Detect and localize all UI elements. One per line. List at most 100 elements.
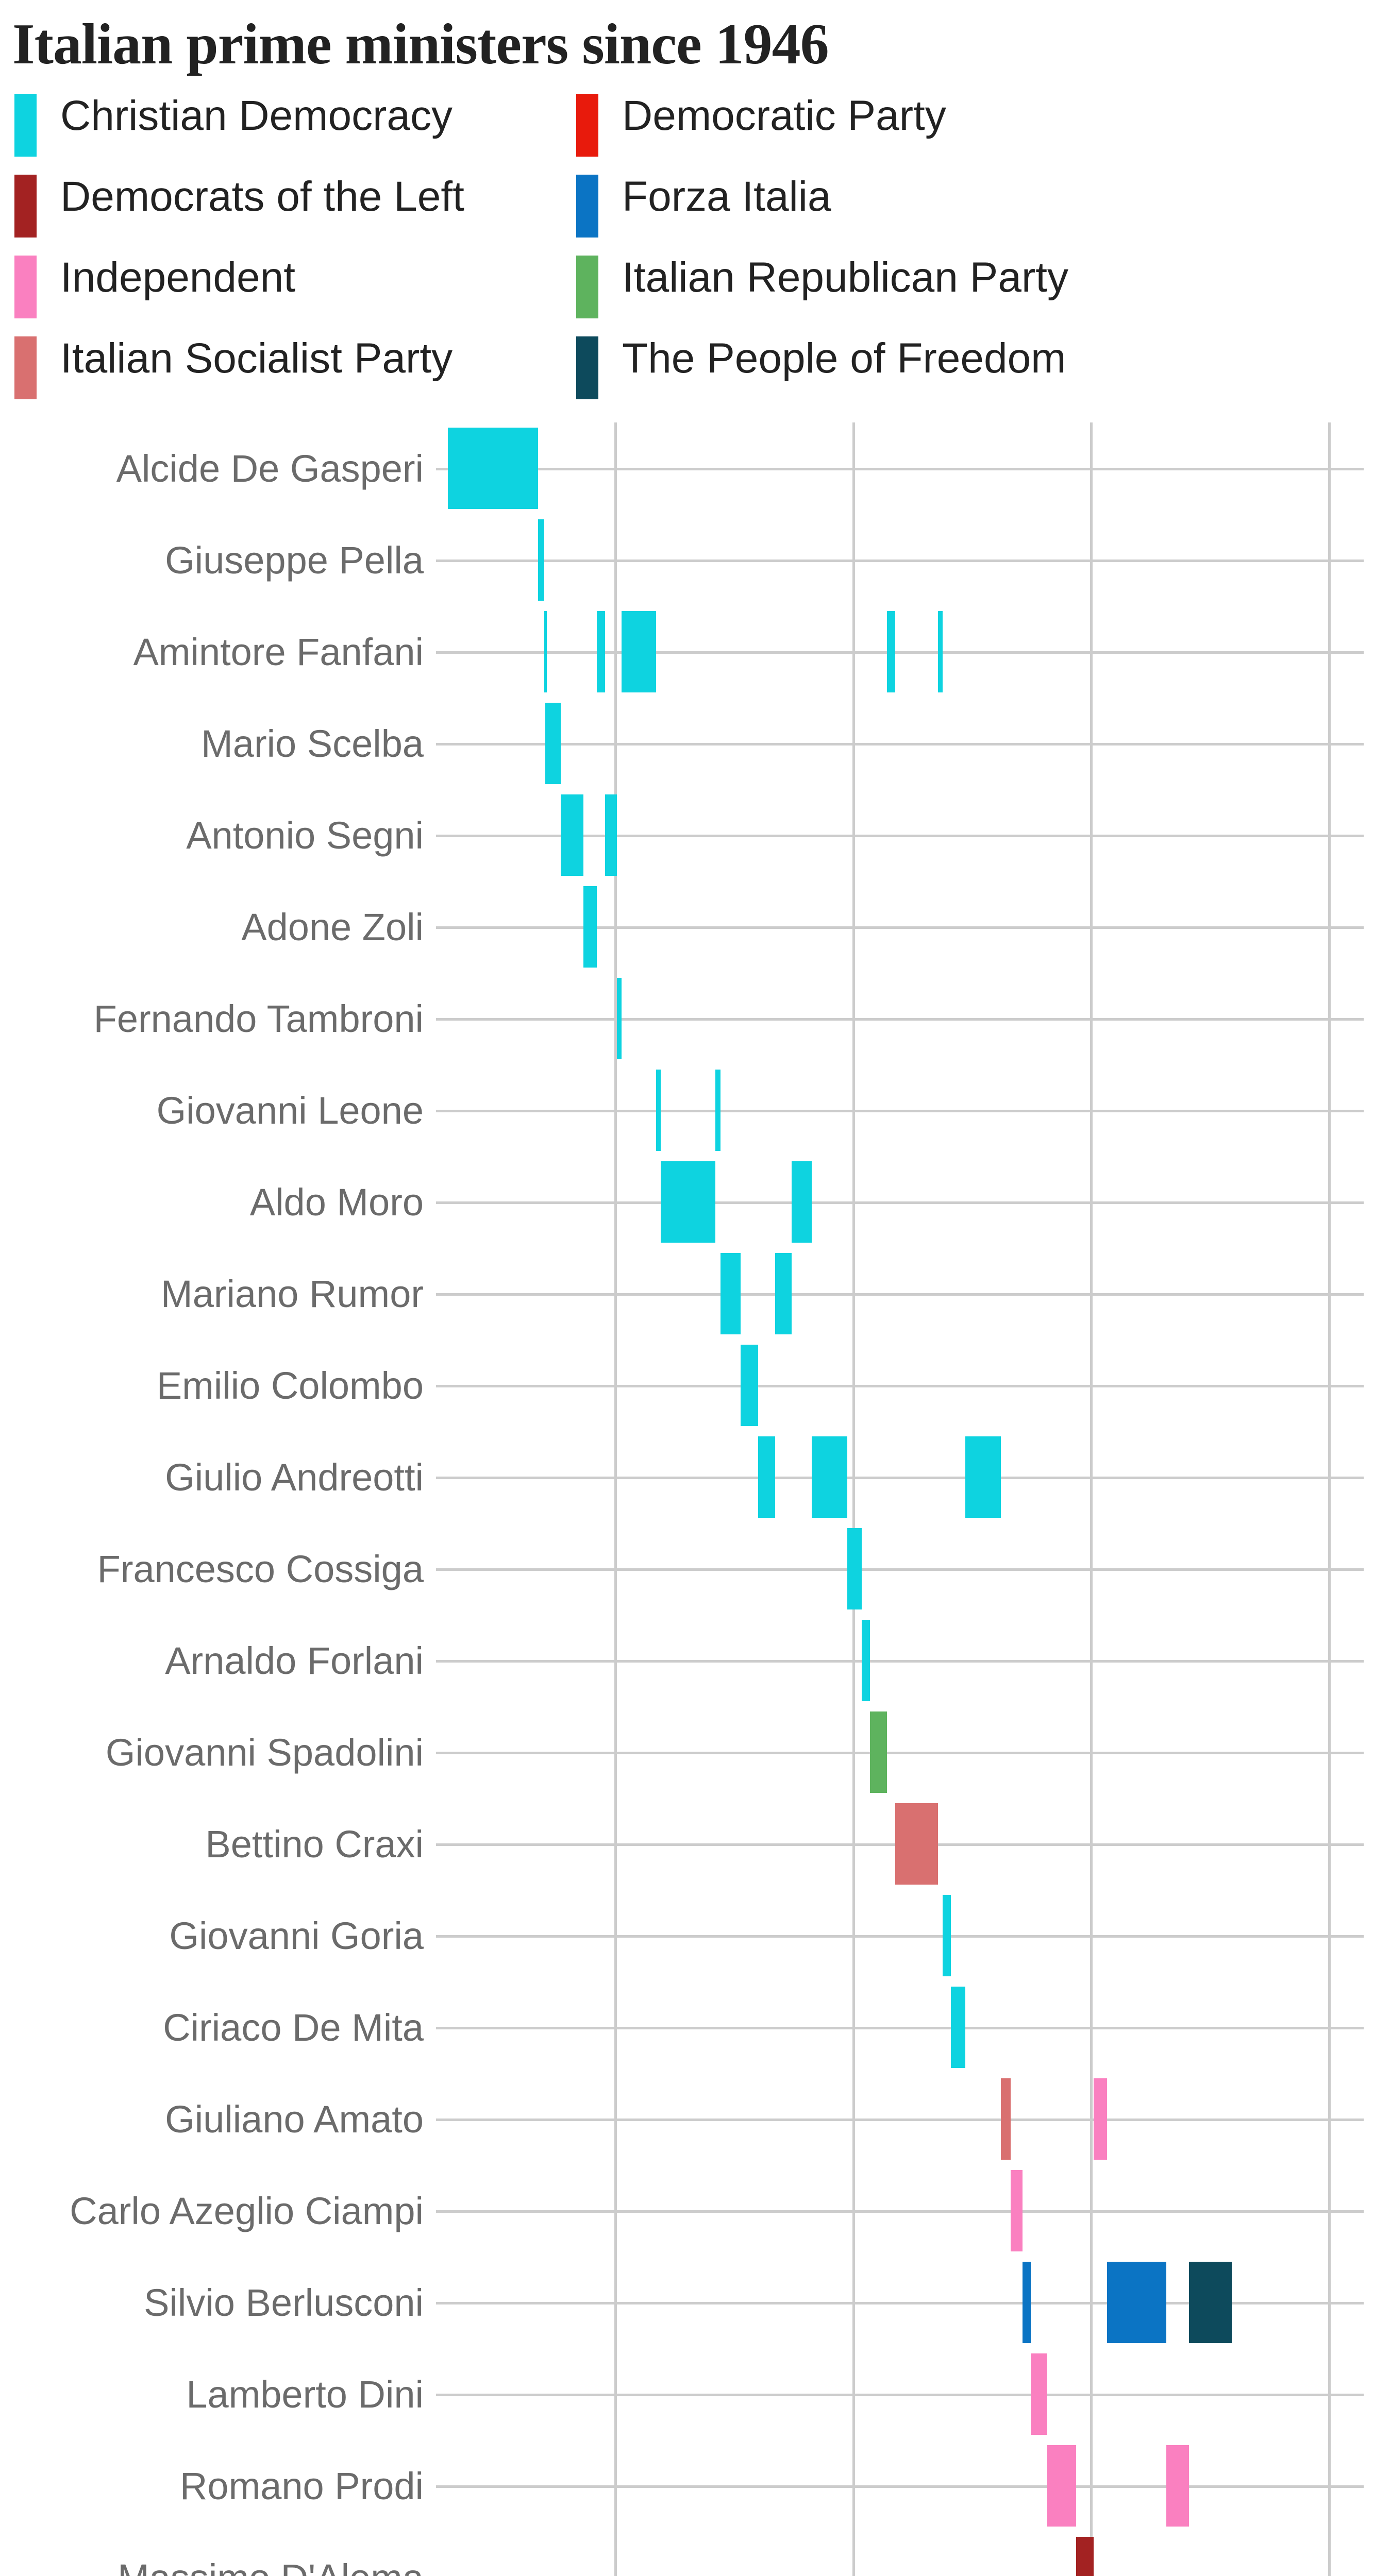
term-bar[interactable] <box>1030 2353 1048 2435</box>
term-bar[interactable] <box>758 1436 775 1518</box>
legend-row: Christian Democracy Democratic Party <box>14 94 1354 175</box>
row-plot <box>436 2532 1364 2576</box>
row-plot <box>436 1064 1364 1156</box>
legend-item-dc[interactable]: Christian Democracy <box>14 94 576 175</box>
legend-swatch-dc <box>14 94 37 157</box>
row-baseline <box>436 835 1364 837</box>
term-bar[interactable] <box>715 1070 720 1151</box>
row-baseline <box>436 1752 1364 1754</box>
chart-row: Carlo Azeglio Ciampi <box>0 2165 1374 2257</box>
term-bar[interactable] <box>448 428 539 509</box>
chart-row: Lamberto Dini <box>0 2348 1374 2440</box>
term-bar[interactable] <box>862 1620 870 1701</box>
legend-item-psi[interactable]: Italian Socialist Party <box>14 336 576 417</box>
term-bar[interactable] <box>544 611 547 692</box>
row-baseline <box>436 2394 1364 2396</box>
term-bar[interactable] <box>870 1711 887 1793</box>
row-label-20: Silvio Berlusconi <box>144 2281 424 2324</box>
legend-item-ds[interactable]: Democrats of the Left <box>14 175 576 256</box>
row-plot <box>436 881 1364 973</box>
chart-row: Romano Prodi <box>0 2440 1374 2532</box>
legend-label-pd: Democratic Party <box>622 92 946 139</box>
term-bar[interactable] <box>1010 2170 1023 2251</box>
row-baseline <box>436 743 1364 745</box>
row-plot <box>436 2257 1364 2348</box>
term-bar[interactable] <box>895 1803 938 1885</box>
term-bar[interactable] <box>1022 2262 1031 2343</box>
legend-item-fi[interactable]: Forza Italia <box>576 175 1138 256</box>
row-label-9: Mariano Rumor <box>161 1272 424 1315</box>
term-bar[interactable] <box>622 611 656 692</box>
legend-item-pd[interactable]: Democratic Party <box>576 94 1138 175</box>
row-baseline <box>436 1201 1364 1204</box>
row-label-5: Adone Zoli <box>241 905 424 948</box>
term-bar[interactable] <box>951 1987 965 2068</box>
row-baseline <box>436 2302 1364 2304</box>
row-label-6: Fernando Tambroni <box>93 997 424 1040</box>
row-baseline <box>436 2485 1364 2488</box>
chart-row: Giovanni Leone <box>0 1064 1374 1156</box>
legend-swatch-ind <box>14 256 37 318</box>
legend-swatch-pd <box>576 94 598 157</box>
row-baseline <box>436 1660 1364 1663</box>
row-label-12: Francesco Cossiga <box>97 1547 424 1590</box>
row-plot <box>436 1706 1364 1798</box>
term-bar[interactable] <box>847 1528 862 1609</box>
term-bar[interactable] <box>792 1161 812 1243</box>
row-baseline <box>436 560 1364 562</box>
row-plot <box>436 514 1364 606</box>
term-bar[interactable] <box>656 1070 661 1151</box>
term-bar[interactable] <box>886 611 895 692</box>
legend-swatch-psi <box>14 336 37 399</box>
row-baseline <box>436 1385 1364 1387</box>
legend-item-pri[interactable]: Italian Republican Party <box>576 256 1138 336</box>
term-bar[interactable] <box>1001 2078 1011 2160</box>
row-label-8: Aldo Moro <box>249 1180 424 1224</box>
term-bar[interactable] <box>1076 2537 1094 2576</box>
term-bar[interactable] <box>561 794 584 876</box>
term-bar[interactable] <box>1166 2445 1189 2527</box>
row-plot <box>436 2440 1364 2532</box>
chart-row: Aldo Moro <box>0 1156 1374 1248</box>
legend-label-dc: Christian Democracy <box>60 92 453 139</box>
legend-row: Italian Socialist Party The People of Fre… <box>14 336 1354 417</box>
term-bar[interactable] <box>775 1253 792 1334</box>
row-baseline <box>436 926 1364 929</box>
term-bar[interactable] <box>812 1436 848 1518</box>
row-plot <box>436 789 1364 881</box>
row-baseline <box>436 651 1364 654</box>
chart-row: Giovanni Spadolini <box>0 1706 1374 1798</box>
row-plot <box>436 1248 1364 1340</box>
row-label-1: Giuseppe Pella <box>165 538 424 582</box>
term-bar[interactable] <box>1107 2262 1166 2343</box>
term-bar[interactable] <box>616 978 622 1059</box>
term-bar[interactable] <box>1188 2262 1232 2343</box>
term-bar[interactable] <box>965 1436 1001 1518</box>
term-bar[interactable] <box>943 1895 951 1976</box>
legend-item-pdl[interactable]: The People of Freedom <box>576 336 1138 417</box>
row-plot <box>436 2073 1364 2165</box>
row-baseline <box>436 1477 1364 1479</box>
legend-swatch-ds <box>14 175 37 238</box>
term-bar[interactable] <box>1047 2445 1076 2527</box>
term-bar[interactable] <box>1094 2078 1107 2160</box>
row-plot <box>436 1981 1364 2073</box>
term-bar[interactable] <box>583 886 597 968</box>
row-baseline <box>436 1568 1364 1571</box>
term-bar[interactable] <box>661 1161 716 1243</box>
term-bar[interactable] <box>937 611 943 692</box>
legend-item-ind[interactable]: Independent <box>14 256 576 336</box>
term-bar[interactable] <box>740 1345 759 1426</box>
term-bar[interactable] <box>545 703 561 784</box>
term-bar[interactable] <box>596 611 605 692</box>
chart-row: Giuliano Amato <box>0 2073 1374 2165</box>
chart-row: Giovanni Goria <box>0 1890 1374 1981</box>
row-label-2: Amintore Fanfani <box>133 630 424 673</box>
term-bar[interactable] <box>720 1253 741 1334</box>
legend-row: Democrats of the Left Forza Italia <box>14 175 1354 256</box>
chart-row: Silvio Berlusconi <box>0 2257 1374 2348</box>
term-bar[interactable] <box>605 794 617 876</box>
legend-label-ind: Independent <box>60 254 296 301</box>
legend-swatch-pri <box>576 256 598 318</box>
term-bar[interactable] <box>538 519 544 601</box>
